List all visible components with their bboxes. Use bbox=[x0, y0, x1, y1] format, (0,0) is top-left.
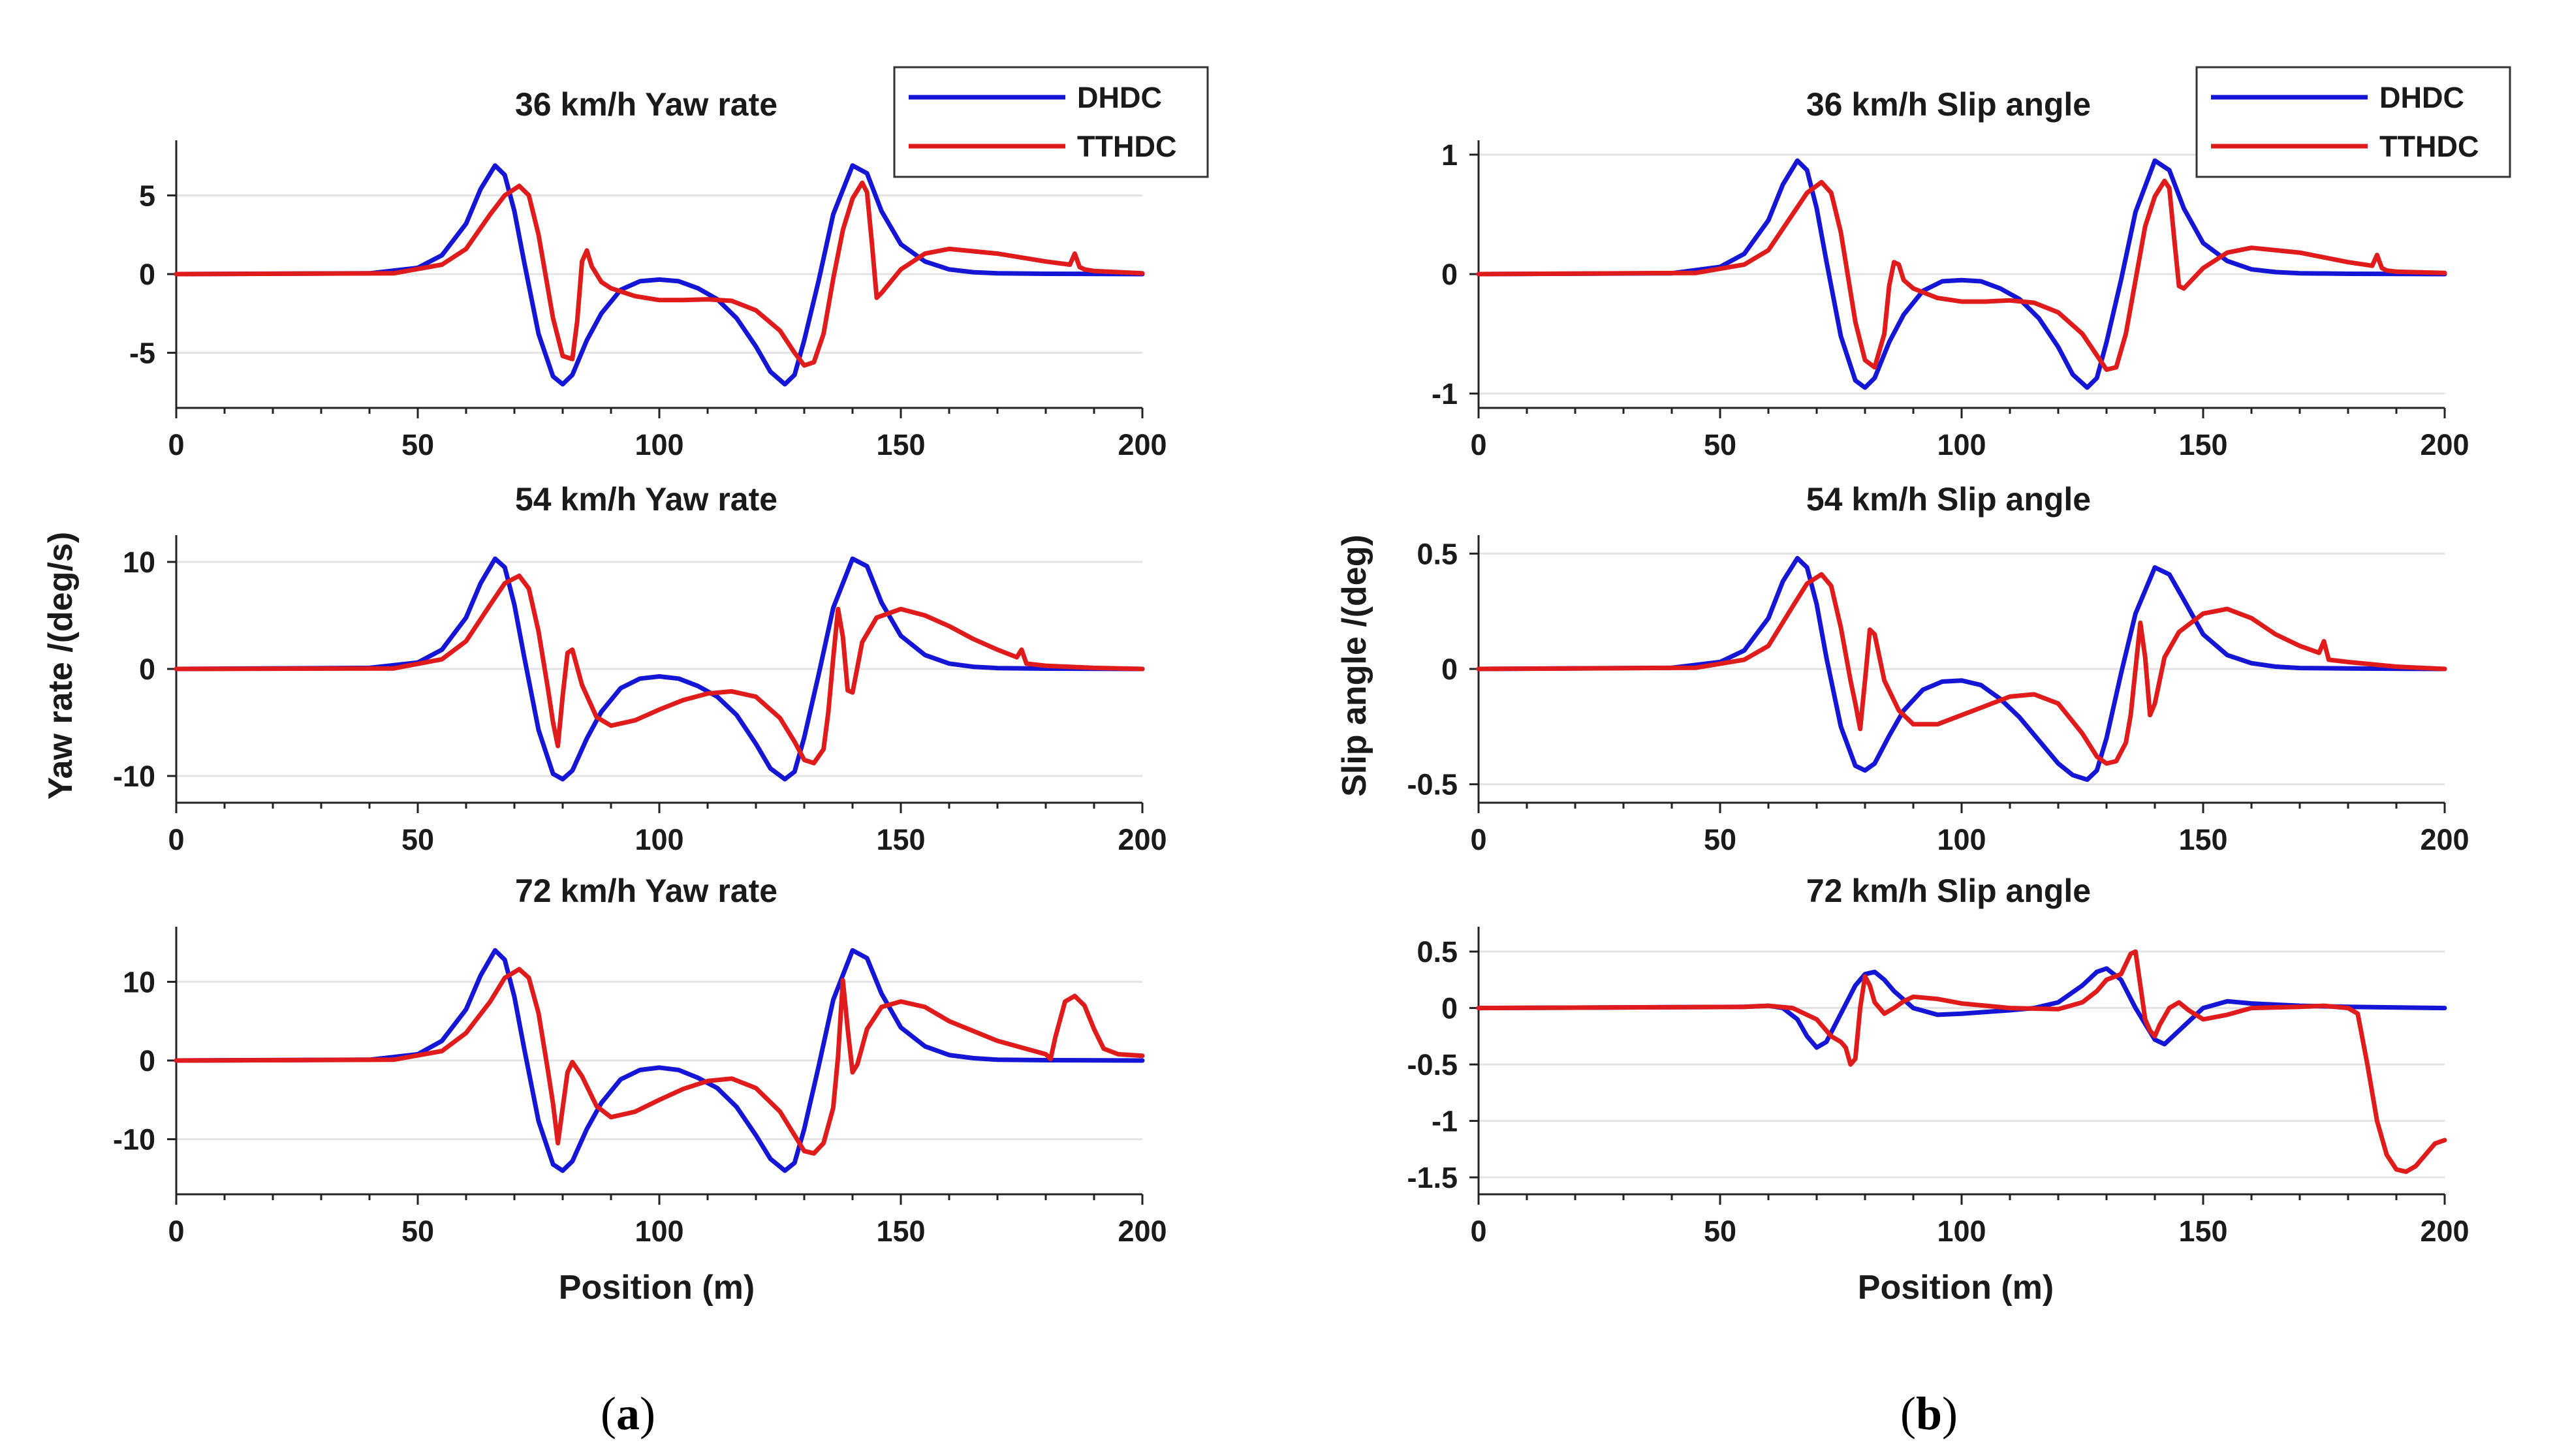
y-tick-label: -5 bbox=[129, 337, 155, 370]
y-axis-title-a: Yaw rate /(deg/s) bbox=[42, 532, 80, 799]
x-tick-label: 200 bbox=[1118, 1215, 1167, 1248]
chart-title: 36 km/h Yaw rate bbox=[515, 86, 777, 123]
series-line-tthdc bbox=[1476, 178, 2447, 372]
y-tick-label: -1 bbox=[1432, 1105, 1458, 1138]
chart-title: 36 km/h Slip angle bbox=[1806, 86, 2091, 123]
x-tick-label: 0 bbox=[1470, 1215, 1486, 1248]
series-line-tthdc bbox=[1476, 572, 2447, 766]
legend-label-dhdc: DHDC bbox=[1077, 81, 1162, 114]
y-tick-label: 0 bbox=[1441, 992, 1458, 1025]
panel-label-b: (b) bbox=[1900, 1387, 1958, 1440]
legend-label-tthdc: TTHDC bbox=[2379, 130, 2479, 163]
x-tick-label: 200 bbox=[1118, 428, 1167, 461]
legend-box bbox=[893, 66, 1209, 178]
x-tick-label: 150 bbox=[2178, 823, 2227, 856]
chart-title: 54 km/h Slip angle bbox=[1806, 481, 2091, 518]
x-tick-label: 0 bbox=[168, 428, 184, 461]
panel-label-a: (a) bbox=[601, 1387, 655, 1440]
x-tick-label: 150 bbox=[876, 823, 925, 856]
chart-b1: 36 km/h Slip angle 0 50 100 150 200 -1 0 1 DHDC TT… bbox=[1432, 66, 2511, 461]
legend-label-tthdc: TTHDC bbox=[1077, 130, 1176, 163]
y-axis-title-b: Slip angle /(deg) bbox=[1336, 534, 1373, 797]
chart-title: 72 km/h Slip angle bbox=[1806, 873, 2091, 909]
y-tick-label: 0.5 bbox=[1417, 537, 1458, 570]
chart-b3: 72 km/h Slip angle 0 50 100 150 200 -1.5 -1 -0.5… bbox=[1407, 873, 2469, 1248]
x-tick-label: 100 bbox=[1937, 823, 1986, 856]
legend-label-dhdc: DHDC bbox=[2379, 81, 2464, 114]
x-tick-label: 0 bbox=[168, 1215, 184, 1248]
x-tick-label: 50 bbox=[1704, 823, 1736, 856]
chart-b2: 54 km/h Slip angle 0 50 100 150 200 -0.5 0 0.5 bbox=[1407, 481, 2469, 856]
series-line-dhdc bbox=[1476, 158, 2447, 390]
x-axis-title-b: Position (m) bbox=[1858, 1269, 2054, 1307]
series-line-dhdc bbox=[174, 163, 1145, 387]
x-tick-label: 50 bbox=[1704, 1215, 1736, 1248]
y-tick-label: -0.5 bbox=[1407, 1048, 1458, 1081]
x-tick-label: 50 bbox=[401, 428, 434, 461]
x-tick-label: 100 bbox=[1937, 428, 1986, 461]
y-tick-label: -10 bbox=[113, 1123, 155, 1156]
y-tick-label: 0 bbox=[139, 653, 155, 686]
y-tick-label: -0.5 bbox=[1407, 768, 1458, 801]
x-tick-label: 0 bbox=[168, 823, 184, 856]
chart-a3: 72 km/h Yaw rate 0 50 100 150 200 -10 0 10 bbox=[113, 873, 1167, 1248]
y-tick-label: 0 bbox=[1441, 653, 1458, 686]
y-tick-label: 0.5 bbox=[1417, 935, 1458, 968]
y-tick-label: 0 bbox=[139, 1044, 155, 1077]
x-tick-label: 150 bbox=[2178, 428, 2227, 461]
y-tick-label: -1 bbox=[1432, 377, 1458, 410]
x-tick-label: 200 bbox=[2420, 1215, 2469, 1248]
y-tick-label: 0 bbox=[139, 258, 155, 291]
y-tick-label: -1.5 bbox=[1407, 1161, 1458, 1194]
chart-title: 54 km/h Yaw rate bbox=[515, 481, 777, 518]
x-tick-label: 150 bbox=[876, 1215, 925, 1248]
series-line-tthdc bbox=[1476, 949, 2447, 1174]
series-line-dhdc bbox=[1476, 555, 2447, 782]
series-line-dhdc bbox=[1476, 966, 2447, 1050]
x-tick-label: 0 bbox=[1470, 823, 1486, 856]
y-tick-label: 10 bbox=[123, 965, 155, 999]
x-tick-label: 50 bbox=[401, 1215, 434, 1248]
y-tick-label: -10 bbox=[113, 760, 155, 793]
y-tick-label: 1 bbox=[1441, 138, 1458, 172]
series-line-tthdc bbox=[174, 180, 1145, 368]
x-tick-label: 150 bbox=[2178, 1215, 2227, 1248]
x-tick-label: 50 bbox=[401, 823, 434, 856]
chart-a1: 36 km/h Yaw rate 0 50 100 150 200 -5 0 5 DHDC TTHD… bbox=[129, 66, 1209, 461]
x-axis-title-a: Position (m) bbox=[559, 1269, 755, 1307]
x-tick-label: 200 bbox=[2420, 428, 2469, 461]
x-tick-label: 50 bbox=[1704, 428, 1736, 461]
x-tick-label: 200 bbox=[1118, 823, 1167, 856]
x-tick-label: 0 bbox=[1470, 428, 1486, 461]
chart-a2: 54 km/h Yaw rate 0 50 100 150 200 -10 0 10 bbox=[113, 481, 1167, 856]
y-tick-label: 10 bbox=[123, 546, 155, 579]
y-tick-label: 5 bbox=[139, 179, 155, 212]
y-tick-label: 0 bbox=[1441, 258, 1458, 291]
x-tick-label: 150 bbox=[876, 428, 925, 461]
series-line-tthdc bbox=[174, 573, 1145, 766]
series-line-tthdc bbox=[174, 967, 1145, 1156]
chart-title: 72 km/h Yaw rate bbox=[515, 873, 777, 909]
series-line-dhdc bbox=[174, 948, 1145, 1173]
x-tick-label: 100 bbox=[635, 428, 683, 461]
series-line-dhdc bbox=[174, 556, 1145, 782]
x-tick-label: 100 bbox=[635, 1215, 683, 1248]
legend-box bbox=[2195, 66, 2511, 178]
x-tick-label: 100 bbox=[1937, 1215, 1986, 1248]
x-tick-label: 200 bbox=[2420, 823, 2469, 856]
x-tick-label: 100 bbox=[635, 823, 683, 856]
